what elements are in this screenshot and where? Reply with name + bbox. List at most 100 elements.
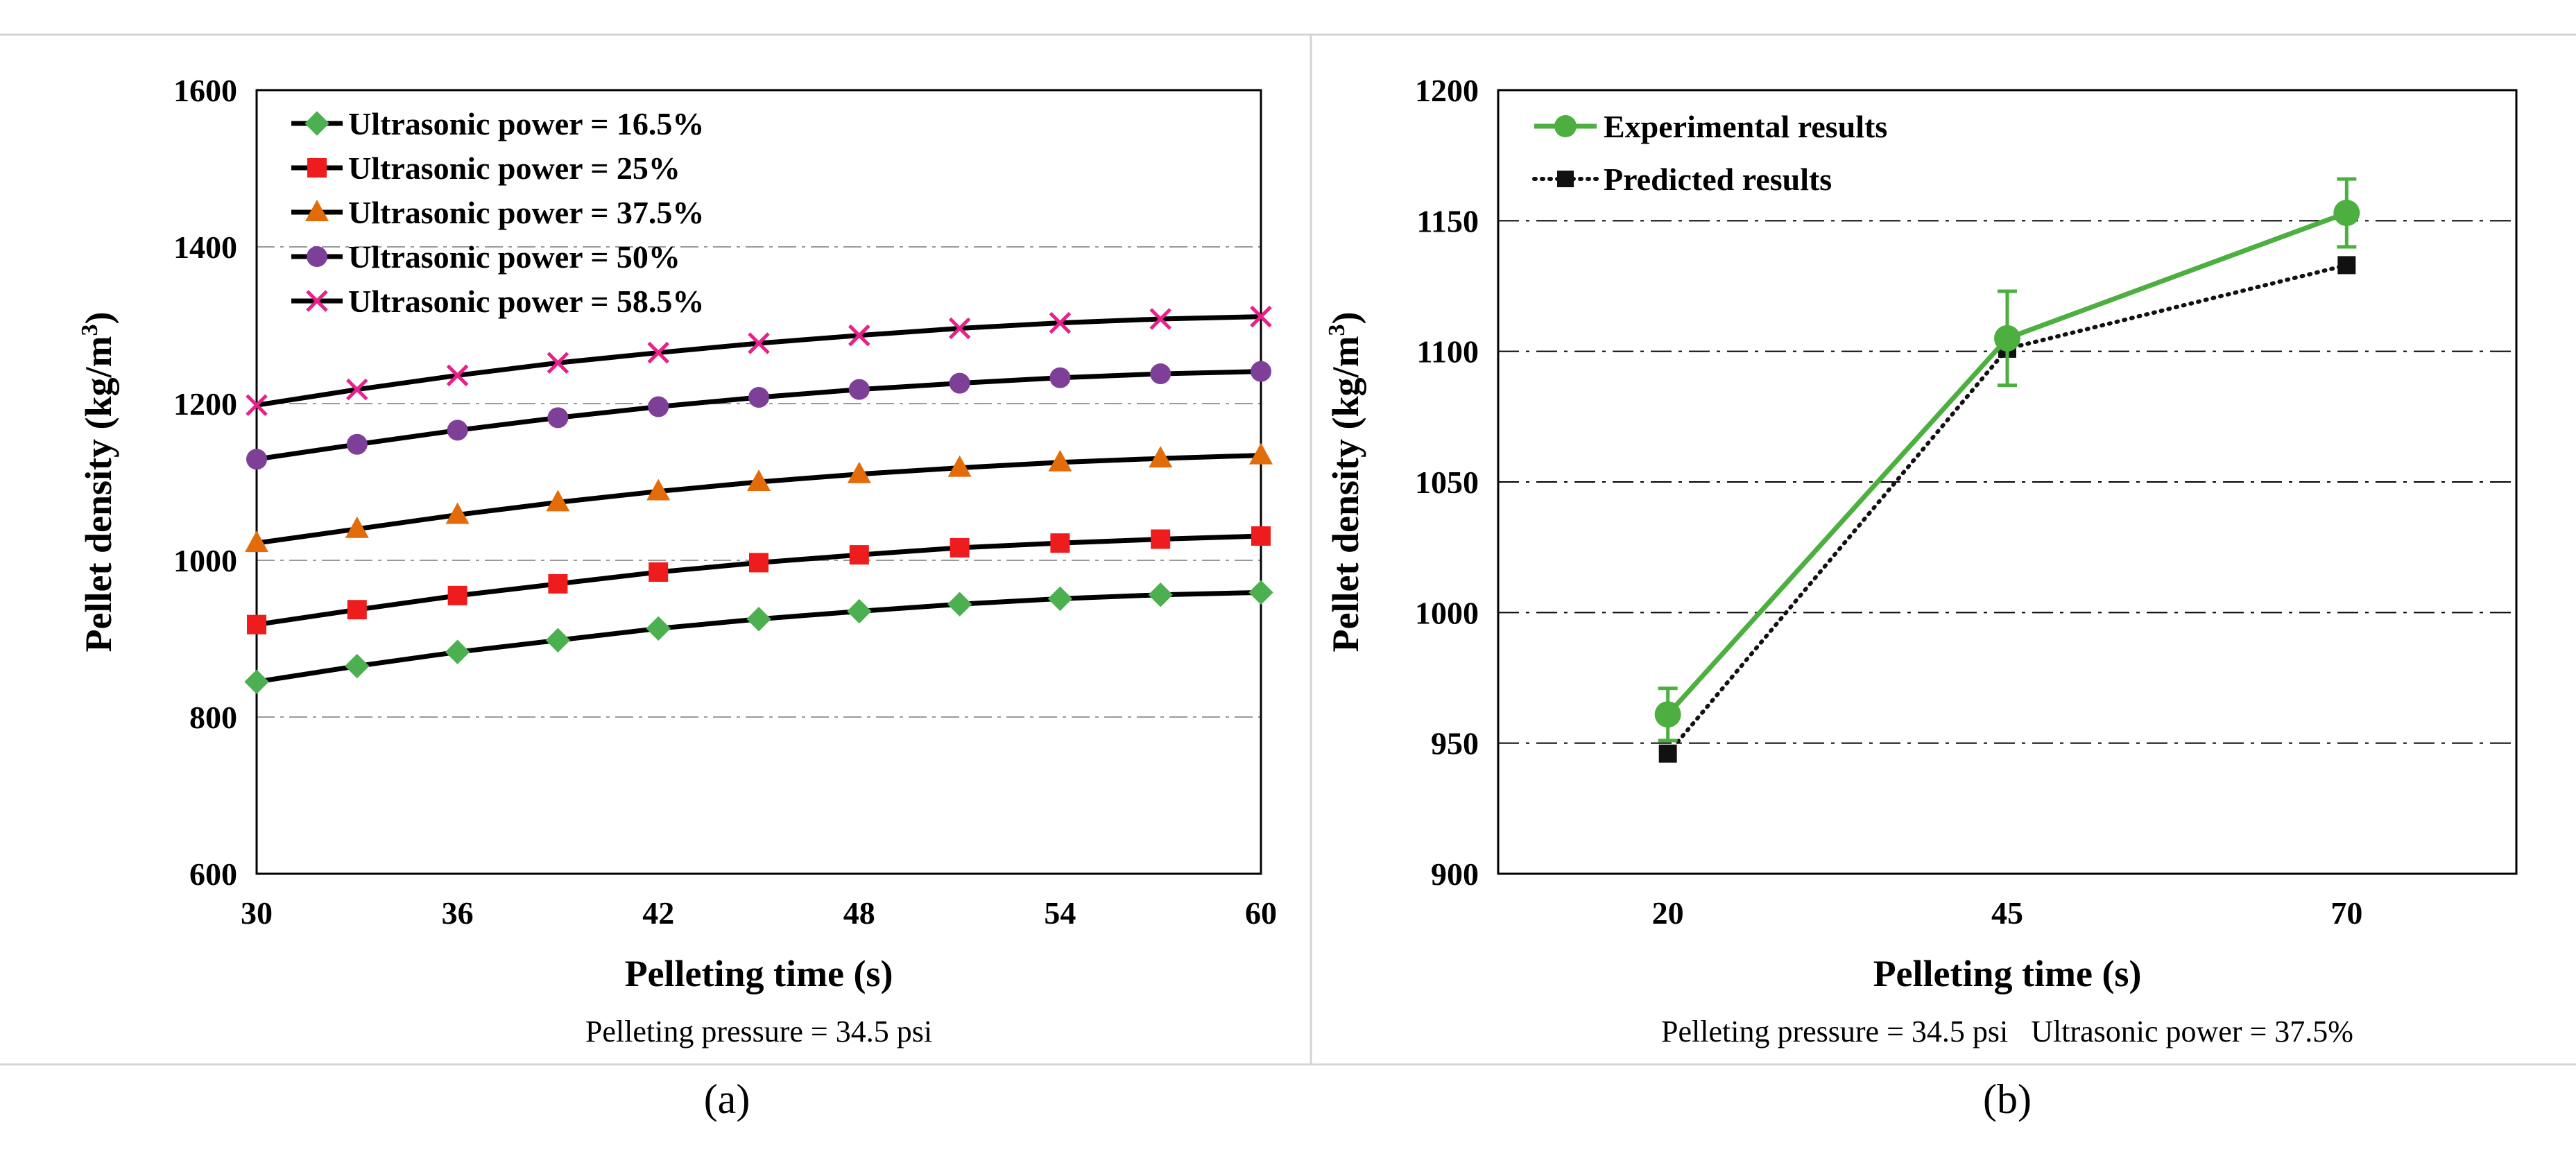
panel-b-x-tick-labels: 20 45 70 [1652, 895, 2363, 931]
panel-a-label: (a) [704, 1076, 750, 1122]
panel-b-x-tick-label: 70 [2330, 895, 2362, 931]
panel-a-data-point [1047, 586, 1073, 612]
panel-b-caption: Pelleting pressure = 34.5 psi Ultrasonic… [1661, 1015, 2353, 1048]
panel-a-data-point [1250, 305, 1272, 328]
panel-a-x-tick-label: 30 [241, 895, 273, 931]
panel-b-x-tick-label: 45 [1991, 895, 2023, 931]
panel-a-x-tick-label: 54 [1044, 895, 1076, 931]
panel-a-data-point [1150, 363, 1171, 385]
panel-a-data-point [1049, 367, 1071, 388]
panel-a-data-point [346, 433, 368, 455]
panel-a-data-point [749, 553, 768, 573]
panel-b-y-tick-label: 950 [1431, 726, 1479, 761]
panel-b-data-point [2333, 200, 2360, 227]
panel-a-data-point [247, 614, 266, 635]
panel-a-data-point [246, 394, 268, 417]
panel-a-legend-label: Ultrasonic power = 50% [348, 239, 680, 275]
panel-a-data-point [1149, 446, 1173, 468]
panel-b-series [1654, 177, 2360, 763]
panel-a-series-4 [246, 361, 1271, 470]
panel-a-data-point [1149, 308, 1171, 330]
panel-b-y-tick-label: 900 [1431, 856, 1479, 892]
panel-a-caption: Pelleting pressure = 34.5 psi [585, 1015, 932, 1048]
panel-a-x-tick-label: 42 [642, 895, 674, 931]
panel-b-data-point [1654, 701, 1681, 728]
panel-a-data-point [647, 341, 669, 364]
panel-a-data-point [447, 585, 467, 605]
panel-a-legend-item: Ultrasonic power = 58.5% [291, 284, 704, 319]
panel-a-data-point [346, 378, 368, 401]
panel-b-data-point [1658, 744, 1677, 763]
panel-b-x-tick-label: 20 [1652, 895, 1684, 931]
panel-a-data-point [1048, 449, 1072, 472]
panel-a-series [244, 305, 1273, 694]
panel-a-data-point [545, 628, 571, 653]
panel-b-y-tick-label: 1050 [1415, 465, 1479, 500]
panel-a-series-5 [246, 305, 1272, 417]
panel-a-series-line [256, 589, 1262, 684]
panel-a-data-point [948, 317, 971, 340]
panel-a-data-point [747, 469, 771, 491]
panel-a-data-point [646, 478, 671, 501]
panel-b-y-tick-labels: 900 950 1000 1050 1100 1150 1200 [1415, 73, 1479, 892]
panel-a-legend-marker [305, 200, 329, 221]
panel-a-x-tick-labels: 30 36 42 48 54 60 [241, 895, 1277, 931]
panel-a-y-tick-label: 600 [189, 856, 237, 892]
panel-a-series-2 [247, 526, 1271, 635]
panel-a-series-1 [244, 580, 1273, 694]
panel-a-legend-item: Ultrasonic power = 16.5% [291, 106, 704, 141]
panel-a-y-axis-title: Pellet density (kg/m3) [77, 312, 119, 653]
panel-b-y-tick-label: 1150 [1417, 203, 1479, 239]
panel-a-legend: Ultrasonic power = 16.5% Ultrasonic power… [291, 106, 704, 319]
panel-b-legend: Experimental results Predicted results [1532, 109, 1887, 197]
panel-a-data-point [649, 562, 669, 582]
panel-a-data-point [445, 639, 470, 664]
panel-a-series-line [256, 453, 1262, 546]
panel-a-legend-marker [306, 290, 328, 312]
panel-a-data-point [547, 352, 569, 374]
panel-a-data-point [947, 592, 972, 616]
panel-b-legend-marker [1554, 115, 1577, 137]
panel-a-y-tick-labels: 600 800 1000 1200 1400 1600 [173, 73, 237, 892]
panel-a-data-point [347, 600, 367, 620]
panel-a-x-tick-label: 60 [1245, 895, 1277, 931]
panel-a-data-point [246, 449, 267, 470]
panel-a-legend-marker [307, 246, 327, 267]
panel-a-data-point [746, 607, 771, 632]
panel-b-data-point [1994, 325, 2020, 352]
panel-a-x-tick-label: 36 [442, 895, 474, 931]
panel-a-data-point [447, 420, 468, 441]
panel-b-legend-label: Experimental results [1604, 109, 1887, 144]
panel-a-data-point [849, 545, 869, 565]
panel-a-data-point [445, 502, 470, 524]
panel-a-legend-label: Ultrasonic power = 37.5% [348, 195, 704, 230]
panel-a-legend-item: Ultrasonic power = 50% [291, 239, 680, 275]
panel-b-x-axis-title: Pelleting time (s) [1873, 953, 2142, 994]
panel-a-x-axis-title: Pelleting time (s) [625, 953, 893, 994]
panel-a-legend-label: Ultrasonic power = 25% [348, 150, 680, 186]
panel-b-series-1 [1654, 177, 2360, 743]
panel-b-legend-item: Experimental results [1534, 109, 1887, 144]
panel-b-y-tick-label: 1000 [1415, 595, 1479, 630]
panel-a-plot-area [255, 89, 1262, 875]
panel-a-data-point [345, 516, 369, 538]
panel-a-data-point [847, 461, 871, 483]
panel-a-data-point [646, 616, 671, 641]
panel-a-data-point [1249, 442, 1273, 465]
panel-b-y-tick-label: 1200 [1415, 73, 1479, 108]
panel-a-data-point [947, 455, 972, 477]
panel-b-data-point [2337, 256, 2356, 275]
panel-a-data-point [1148, 582, 1173, 607]
panel-a-y-tick-label: 1200 [173, 386, 237, 422]
panel-b: 900 950 1000 1050 1100 1150 1200 20 45 70 Experi… [1324, 73, 2518, 1122]
panel-a-data-point [548, 573, 568, 594]
panel-b-label: (b) [1983, 1076, 2032, 1122]
panel-a-y-tick-label: 800 [189, 700, 237, 735]
panel-a-data-point [847, 598, 872, 624]
panel-a-data-point [848, 324, 870, 347]
panel-b-legend-marker [1557, 171, 1574, 187]
panel-a: 600 800 1000 1200 1400 1600 30 36 42 48 54 60 Ultr… [77, 73, 1277, 1122]
panel-a-legend-item: Ultrasonic power = 37.5% [291, 195, 704, 230]
panel-b-series-line [1666, 210, 2348, 716]
